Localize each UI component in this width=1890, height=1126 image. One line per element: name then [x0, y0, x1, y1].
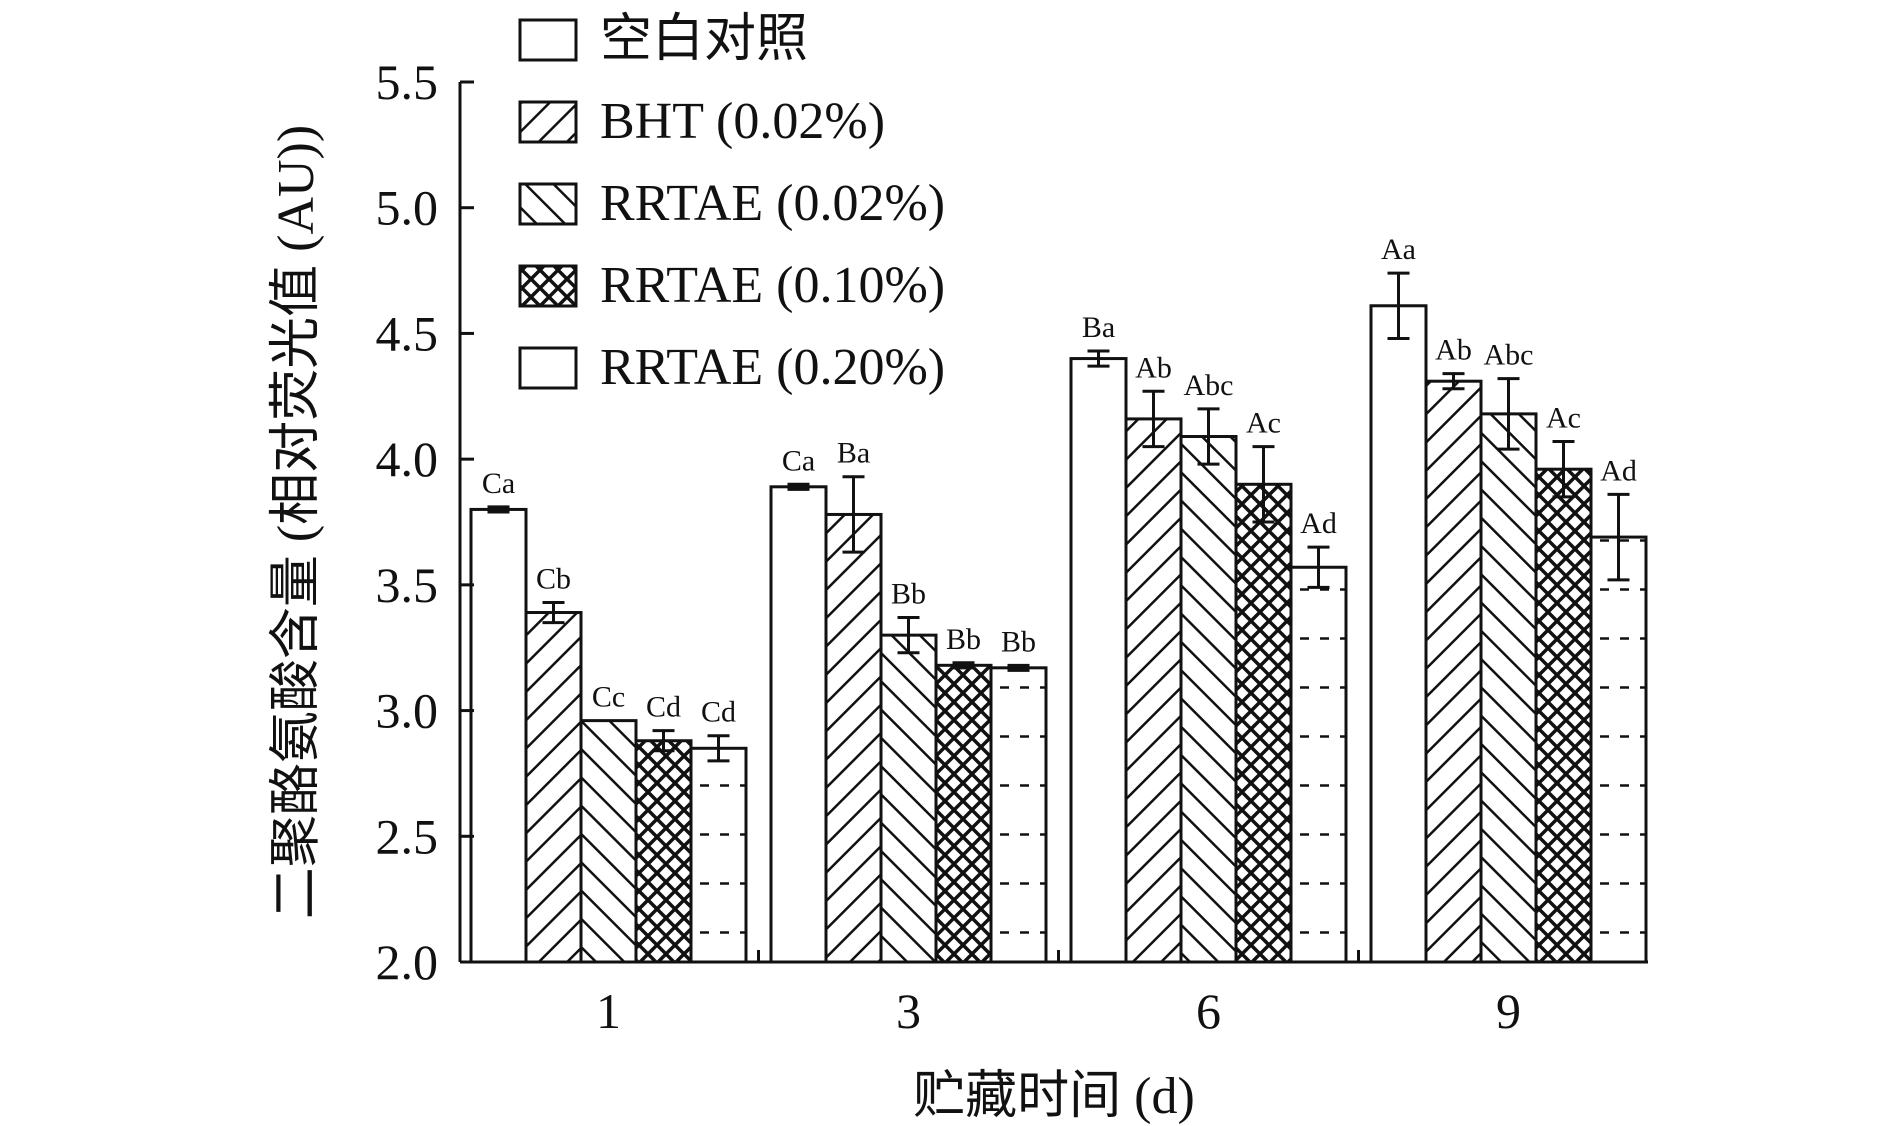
legend: 空白对照 BHT (0.02%) RRTAE (0.02%) RRTAE (0.10%…	[518, 11, 945, 396]
significance-label: Abc	[1484, 339, 1534, 372]
y-tick-label: 3.0	[376, 683, 439, 739]
significance-label: Cc	[592, 681, 625, 714]
plot-area: Ca Ca Ba Aa Cb Ba Ab Ab Cc Bb Abc Abc Cd Bb Ac Ac Cd Bb Ad…	[469, 233, 1648, 964]
legend-label: BHT (0.02%)	[600, 93, 885, 150]
bar	[934, 663, 993, 964]
y-tick-label: 4.5	[376, 305, 439, 361]
legend-label: 空白对照	[600, 11, 808, 68]
bar	[879, 633, 938, 964]
bar	[1234, 482, 1293, 964]
x-ticks: 1 3 6 9	[596, 950, 1521, 1039]
significance-label: Cd	[701, 696, 736, 729]
significance-label: Ad	[1300, 507, 1337, 540]
bar	[989, 666, 1048, 964]
significance-label: Cd	[646, 691, 681, 724]
y-tick-label: 5.0	[376, 180, 439, 236]
bars-layer	[469, 304, 1648, 964]
significance-label: Bb	[1001, 625, 1036, 658]
bar	[1289, 565, 1348, 964]
x-axis: 1 3 6 9	[460, 950, 1648, 1039]
bar	[634, 739, 693, 964]
significance-label: Ba	[1082, 311, 1115, 344]
x-tick-label: 3	[896, 983, 921, 1039]
legend-label: RRTAE (0.20%)	[600, 339, 945, 396]
bar	[1069, 357, 1128, 964]
significance-label: Ab	[1135, 351, 1172, 384]
legend-swatch	[518, 18, 578, 62]
significance-label: Ca	[482, 467, 515, 500]
y-tick-label: 4.0	[376, 431, 439, 487]
y-tick-label: 2.5	[376, 808, 439, 864]
bar	[579, 719, 638, 964]
y-axis-title: 二聚酪氨酸含量 (相对荧光值 (AU))	[268, 125, 325, 919]
significance-label: Ba	[837, 437, 870, 470]
significance-label: Abc	[1184, 369, 1234, 402]
legend-label: RRTAE (0.10%)	[600, 257, 945, 314]
significance-label: Ab	[1435, 334, 1472, 367]
legend-swatch	[518, 100, 578, 144]
bar	[1179, 435, 1238, 964]
bar	[1534, 467, 1593, 964]
bar	[1424, 379, 1483, 964]
significance-label: Bb	[946, 623, 981, 656]
bar	[1479, 412, 1538, 964]
bar	[469, 507, 528, 964]
bar	[1589, 535, 1648, 964]
significance-labels-layer: Ca Ca Ba Aa Cb Ba Ab Ab Cc Bb Abc Abc Cd Bb Ac Ac Cd Bb Ad…	[482, 233, 1637, 729]
significance-label: Cb	[536, 562, 571, 595]
x-tick-label: 6	[1196, 983, 1221, 1039]
y-ticks: 2.0 2.5 3.0 3.5 4.0 4.5 5.0 5.5	[376, 54, 474, 990]
significance-label: Ad	[1600, 454, 1637, 487]
bar	[689, 746, 748, 964]
y-tick-label: 3.5	[376, 557, 439, 613]
y-tick-label: 2.0	[376, 934, 439, 990]
error-bars-layer	[487, 271, 1630, 763]
significance-label: Aa	[1381, 233, 1416, 266]
bar	[824, 512, 883, 964]
y-axis: 2.0 2.5 3.0 3.5 4.0 4.5 5.0 5.5	[376, 54, 474, 990]
bar	[1124, 417, 1183, 964]
legend-label: RRTAE (0.02%)	[600, 175, 945, 232]
significance-label: Ca	[782, 444, 815, 477]
bar	[524, 611, 583, 964]
significance-label: Ac	[1546, 402, 1581, 435]
x-tick-label: 9	[1496, 983, 1521, 1039]
legend-swatch	[518, 182, 578, 226]
y-tick-label: 5.5	[376, 54, 439, 110]
legend-swatch	[518, 346, 578, 390]
bar	[769, 485, 828, 964]
x-axis-title: 贮藏时间 (d)	[913, 1068, 1195, 1125]
significance-label: Ac	[1246, 407, 1281, 440]
legend-swatch	[518, 264, 578, 308]
x-tick-label: 1	[596, 983, 621, 1039]
significance-label: Bb	[891, 578, 926, 611]
bar	[1369, 304, 1428, 964]
